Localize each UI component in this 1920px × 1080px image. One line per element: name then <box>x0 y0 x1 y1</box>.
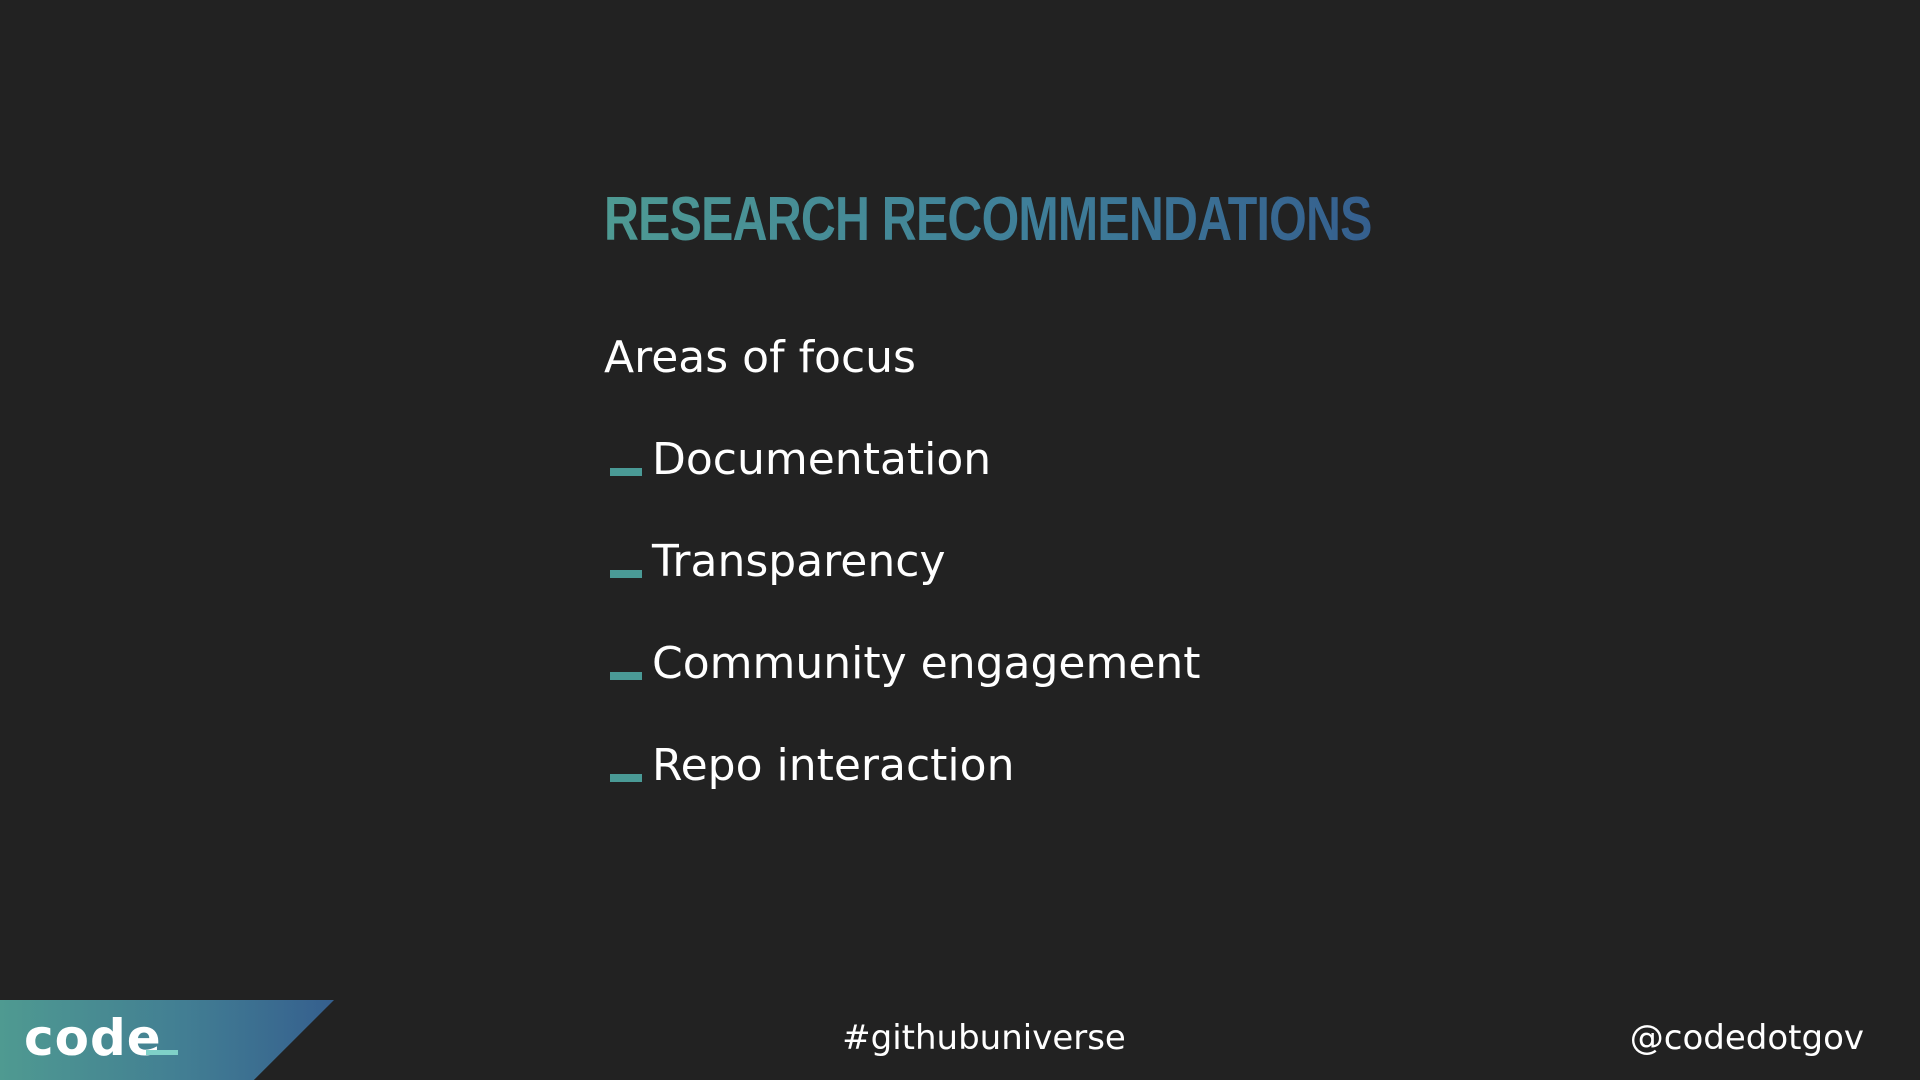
bullet-list: Documentation Transparency Community eng… <box>604 430 1201 838</box>
bullet-label: Transparency <box>652 536 946 587</box>
footer-handle: @codedotgov <box>1629 1018 1864 1058</box>
list-item: Repo interaction <box>604 736 1201 796</box>
slide-subtitle: Areas of focus <box>604 332 916 383</box>
logo-text: code <box>24 1009 162 1067</box>
slide-title: RESEARCH RECOMMENDATIONS <box>604 180 1372 260</box>
list-item: Documentation <box>604 430 1201 490</box>
bullet-label: Repo interaction <box>652 740 1015 791</box>
dash-icon <box>610 468 642 476</box>
dash-icon <box>610 774 642 782</box>
dash-icon <box>610 672 642 680</box>
code-logo: code <box>0 1000 334 1080</box>
bullet-label: Community engagement <box>652 638 1201 689</box>
dash-icon <box>610 570 642 578</box>
list-item: Community engagement <box>604 634 1201 694</box>
bullet-label: Documentation <box>652 434 992 485</box>
footer-hashtag: #githubuniverse <box>842 1018 1126 1058</box>
logo-cursor-icon <box>146 1050 178 1055</box>
list-item: Transparency <box>604 532 1201 592</box>
